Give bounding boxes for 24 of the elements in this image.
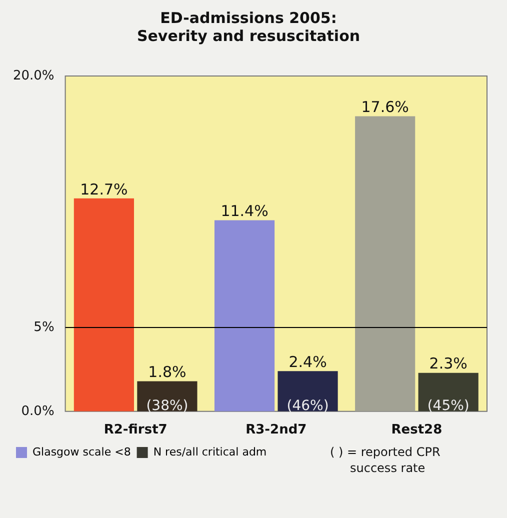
chart-title: ED-admissions 2005: Severity and resuscitation (136, 8, 360, 45)
legend-label: Glasgow scale <8 (32, 445, 131, 458)
y-tick-label: 20.0% (12, 68, 54, 84)
bar (278, 371, 338, 412)
bar (74, 198, 134, 412)
text: ( ) = reported CPR success rate (330, 445, 440, 476)
annotation: (46%) (286, 398, 329, 414)
data-label: 12.7% (80, 180, 128, 198)
data-label: 11.4% (220, 202, 268, 220)
y-tick-label: 0.0% (21, 404, 54, 419)
data-label: 2.3% (429, 354, 468, 373)
data-label: 1.8% (148, 363, 186, 382)
bar (355, 116, 416, 412)
x-tick-label: R3-2nd7 (246, 422, 307, 438)
legend-label: N res/all critical adm (153, 445, 267, 458)
bar (418, 372, 478, 412)
data-label: 2.4% (288, 353, 327, 372)
y-tick-label: 5% (34, 320, 54, 335)
bar (214, 220, 275, 412)
annotation: (45%) (427, 398, 470, 414)
data-label: 17.6% (361, 98, 409, 116)
x-tick-label: R2-first7 (104, 422, 168, 438)
annotation: (38%) (146, 398, 188, 414)
x-tick-label: Rest28 (391, 422, 442, 438)
